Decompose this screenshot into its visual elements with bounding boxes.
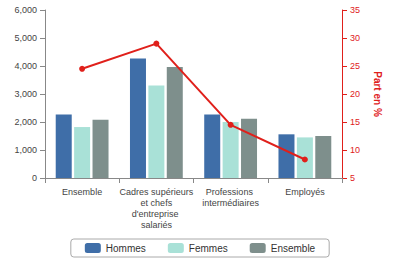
svg-text:1,000: 1,000	[14, 145, 37, 155]
svg-text:3,000: 3,000	[14, 89, 37, 99]
svg-text:Ensemble: Ensemble	[271, 243, 316, 254]
svg-text:Cadres supérieurs: Cadres supérieurs	[120, 187, 194, 197]
svg-text:Employés: Employés	[285, 187, 325, 197]
svg-text:6,000: 6,000	[14, 5, 37, 15]
svg-text:5: 5	[350, 173, 355, 183]
svg-text:20: 20	[350, 89, 360, 99]
svg-text:35: 35	[350, 5, 360, 15]
svg-text:Part en %: Part en %	[372, 71, 383, 117]
svg-text:Femmes: Femmes	[189, 243, 228, 254]
svg-text:intermédiaires: intermédiaires	[202, 198, 259, 208]
svg-text:25: 25	[350, 61, 360, 71]
svg-text:30: 30	[350, 33, 360, 43]
svg-text:salariés: salariés	[141, 220, 173, 230]
svg-text:Ensemble: Ensemble	[62, 187, 102, 197]
svg-text:0: 0	[32, 173, 37, 183]
svg-text:et chefs: et chefs	[138, 198, 175, 208]
svg-text:Hommes: Hommes	[106, 243, 146, 254]
svg-text:d'entreprise: d'entreprise	[132, 209, 181, 219]
svg-text:4,000: 4,000	[14, 61, 37, 71]
svg-text:5,000: 5,000	[14, 33, 37, 43]
svg-text:10: 10	[350, 145, 360, 155]
svg-text:2,000: 2,000	[14, 117, 37, 127]
svg-text:Professions: Professions	[206, 187, 256, 197]
svg-text:15: 15	[350, 117, 360, 127]
